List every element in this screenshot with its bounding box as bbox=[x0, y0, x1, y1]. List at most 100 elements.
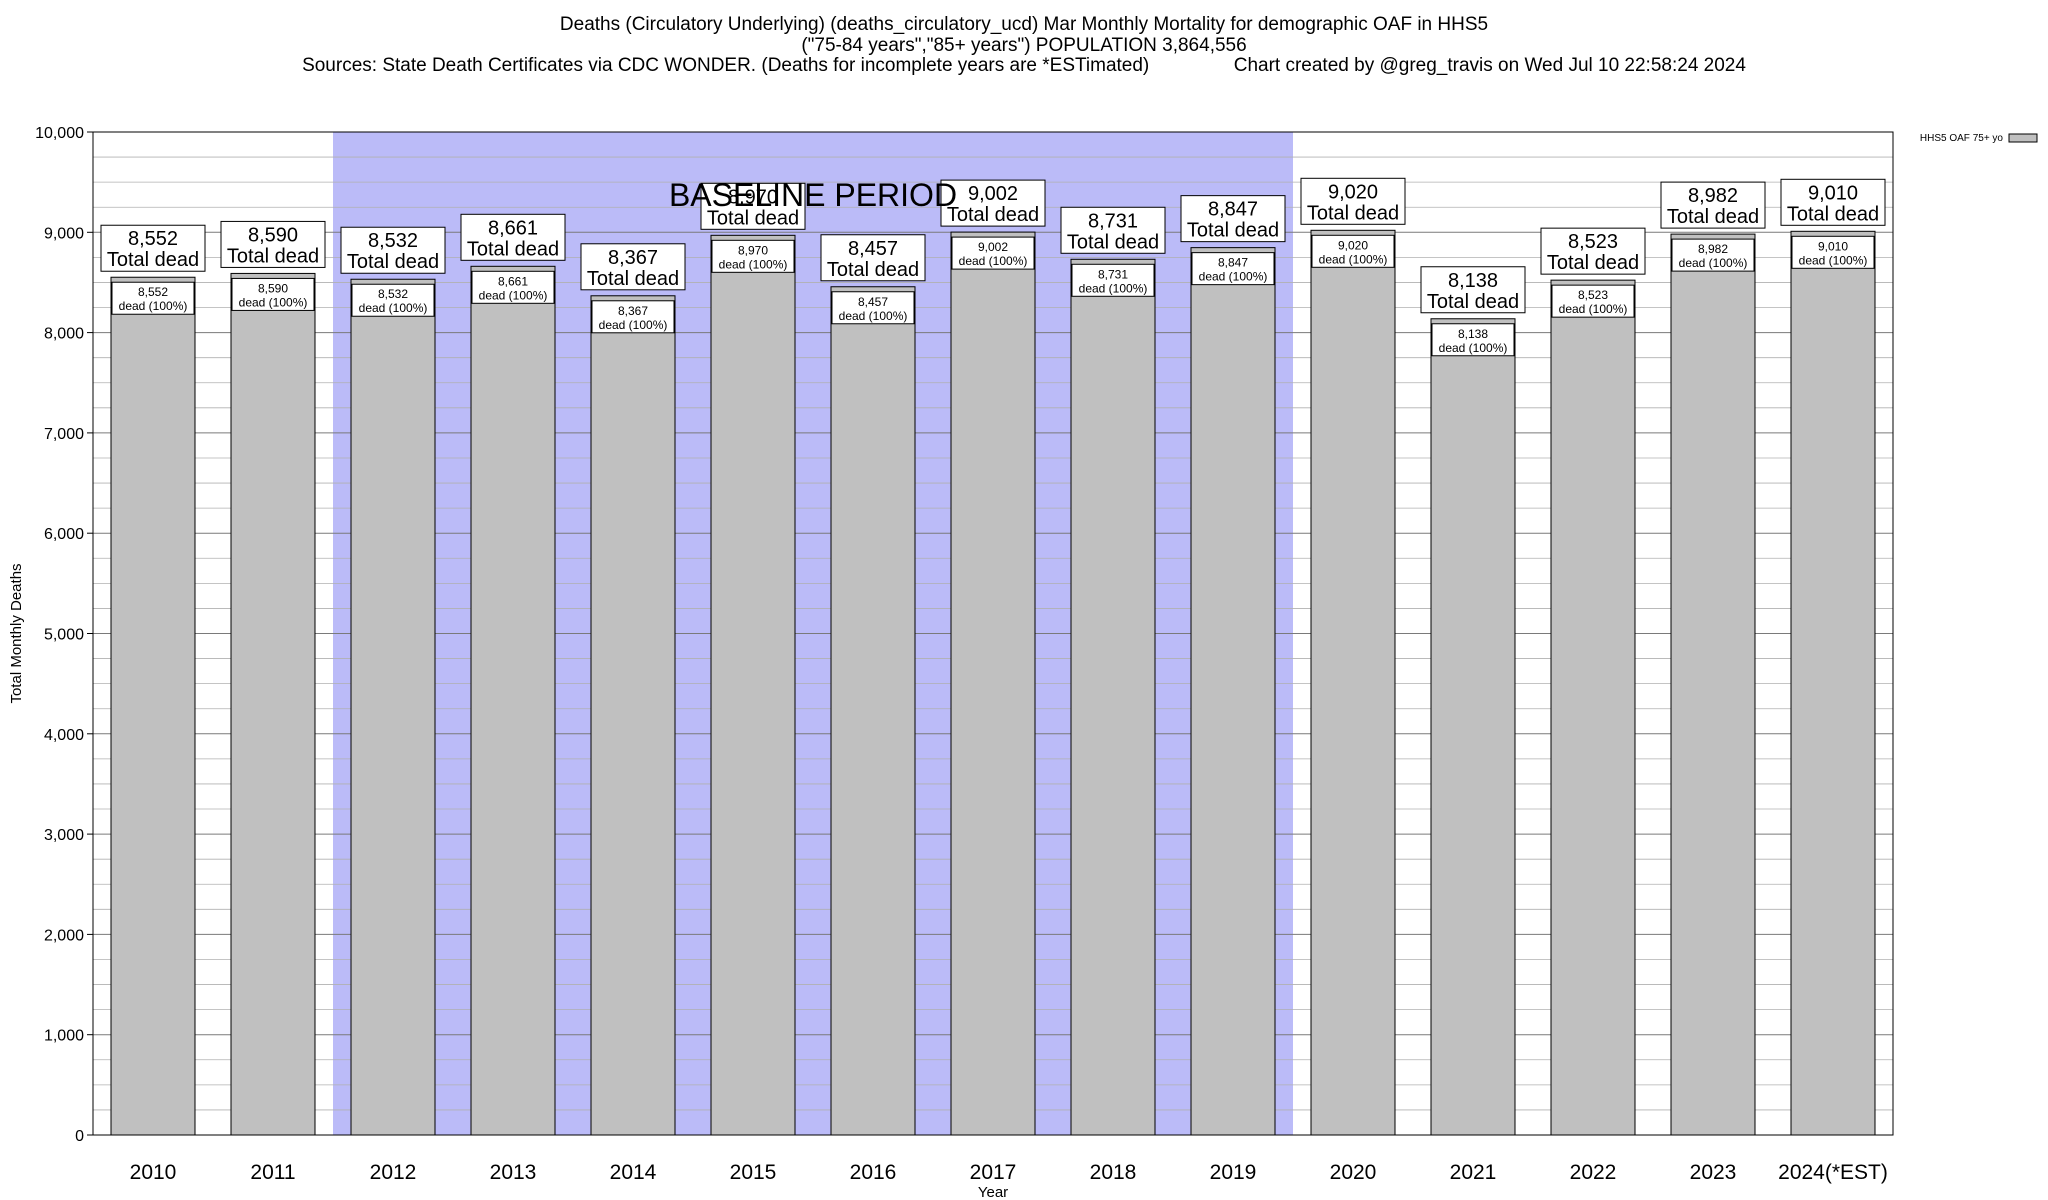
bar-inner-percent: dead (100%) bbox=[239, 295, 308, 309]
bar-inner-value: 9,020 bbox=[1338, 238, 1368, 252]
bar bbox=[1070, 258, 1156, 1136]
bar-total-value: 9,002 bbox=[968, 183, 1018, 205]
bar-total-value: 8,982 bbox=[1688, 185, 1738, 207]
y-tick-label: 8,000 bbox=[44, 326, 84, 343]
bar-inner-value: 8,523 bbox=[1578, 288, 1608, 302]
y-tick-label: 4,000 bbox=[44, 727, 84, 744]
bar-total-label: Total dead bbox=[1547, 252, 1639, 274]
bar-total-label: Total dead bbox=[227, 245, 319, 267]
bar-inner-percent: dead (100%) bbox=[959, 254, 1028, 268]
bar-inner-label-box bbox=[951, 236, 1035, 270]
bar-total-label: Total dead bbox=[1187, 220, 1279, 242]
chart-title: Deaths (Circulatory Underlying) (deaths_… bbox=[559, 14, 1489, 35]
bar-total-label: Total dead bbox=[107, 249, 199, 271]
bar-inner-percent: dead (100%) bbox=[1799, 253, 1868, 267]
bar-inner-label-box bbox=[1431, 323, 1515, 357]
bar-total-value: 8,590 bbox=[248, 224, 298, 246]
bar-inner-value: 8,552 bbox=[138, 285, 168, 299]
bar-inner-value: 8,590 bbox=[258, 281, 288, 295]
bar-inner-percent: dead (100%) bbox=[359, 301, 428, 315]
bar-inner-percent: dead (100%) bbox=[1319, 252, 1388, 266]
y-tick-label: 3,000 bbox=[44, 827, 84, 844]
x-tick-label: 2023 bbox=[1690, 1161, 1737, 1184]
bar-total-value: 8,731 bbox=[1088, 210, 1138, 232]
bar-total-label: Total dead bbox=[347, 251, 439, 273]
bar-total-label-box bbox=[460, 213, 566, 261]
y-tick-label: 7,000 bbox=[44, 426, 84, 443]
bar-inner-label-box bbox=[711, 239, 795, 273]
bar-total-value: 8,457 bbox=[848, 238, 898, 260]
bar bbox=[1190, 247, 1276, 1136]
bar-inner-label-box bbox=[1071, 263, 1155, 297]
x-axis-label: Year bbox=[978, 1184, 1008, 1200]
bar-inner-label-box bbox=[591, 300, 675, 334]
bar-total-value: 8,532 bbox=[368, 230, 418, 252]
bar-total-label-box bbox=[1300, 177, 1406, 225]
bar-inner-value: 8,457 bbox=[858, 295, 888, 309]
bar-inner-value: 8,982 bbox=[1698, 242, 1728, 256]
bar-total-label-box bbox=[1780, 178, 1886, 226]
bar-total-label: Total dead bbox=[827, 259, 919, 281]
bar-inner-percent: dead (100%) bbox=[719, 257, 788, 271]
y-axis-label: Total Monthly Deaths bbox=[8, 563, 25, 703]
legend-swatch bbox=[2008, 133, 2038, 143]
bar-total-label-box bbox=[1540, 227, 1646, 275]
x-tick-label: 2018 bbox=[1090, 1161, 1137, 1184]
bar-inner-value: 8,138 bbox=[1458, 327, 1488, 341]
x-tick-label: 2012 bbox=[370, 1161, 417, 1184]
x-tick-label: 2021 bbox=[1450, 1161, 1497, 1184]
bar-inner-label-box bbox=[111, 281, 195, 315]
bar-inner-label-box bbox=[231, 277, 315, 311]
bar bbox=[1790, 230, 1876, 1136]
bar-inner-label-box bbox=[1311, 234, 1395, 268]
bar-inner-percent: dead (100%) bbox=[599, 318, 668, 332]
bar bbox=[350, 278, 436, 1136]
bar-total-label-box bbox=[1060, 206, 1166, 254]
bar-inner-label-box bbox=[1671, 238, 1755, 272]
baseline-label: BASELINE PERIOD bbox=[669, 177, 957, 213]
bar-inner-label-box bbox=[1551, 284, 1635, 318]
bar-total-value: 8,523 bbox=[1568, 231, 1618, 253]
bar-inner-label-box bbox=[1791, 235, 1875, 269]
bar-inner-value: 8,970 bbox=[738, 243, 768, 257]
bar-total-label-box bbox=[820, 234, 926, 282]
plot-frame bbox=[92, 131, 1894, 1136]
bar-total-label: Total dead bbox=[947, 204, 1039, 226]
bar bbox=[590, 295, 676, 1136]
bar bbox=[230, 272, 316, 1136]
chart-sources-line: Sources: State Death Certificates via CD… bbox=[0, 55, 2048, 76]
bar-inner-value: 9,002 bbox=[978, 240, 1008, 254]
bar bbox=[1310, 229, 1396, 1136]
bar-inner-value: 8,367 bbox=[618, 304, 648, 318]
bar-inner-label-box bbox=[831, 291, 915, 325]
x-tick-label: 2019 bbox=[1210, 1161, 1257, 1184]
bar-total-label: Total dead bbox=[1667, 206, 1759, 228]
bar-inner-percent: dead (100%) bbox=[839, 309, 908, 323]
y-tick-label: 0 bbox=[75, 1128, 84, 1145]
bar-total-value: 9,020 bbox=[1328, 181, 1378, 203]
bar bbox=[1550, 279, 1636, 1136]
bar-total-value: 8,552 bbox=[128, 228, 178, 250]
bar-inner-label-box bbox=[1191, 252, 1275, 286]
bar-inner-percent: dead (100%) bbox=[1559, 302, 1628, 316]
bar-inner-value: 8,661 bbox=[498, 274, 528, 288]
bar-total-value: 8,138 bbox=[1448, 270, 1498, 292]
chart-credit: Chart created by @greg_travis on Wed Jul… bbox=[1233, 55, 1746, 76]
bar bbox=[1670, 233, 1756, 1136]
bar-total-value: 8,970 bbox=[728, 186, 778, 208]
x-tick-label: 2015 bbox=[730, 1161, 777, 1184]
y-tick-label: 5,000 bbox=[44, 627, 84, 644]
bar bbox=[950, 231, 1036, 1136]
bar bbox=[710, 234, 796, 1136]
bar-total-value: 9,010 bbox=[1808, 182, 1858, 204]
bar-total-value: 8,661 bbox=[488, 217, 538, 239]
y-tick-label: 2,000 bbox=[44, 927, 84, 944]
bar-inner-value: 8,731 bbox=[1098, 267, 1128, 281]
bar-total-label-box bbox=[1660, 181, 1766, 229]
bar-total-label-box bbox=[580, 243, 686, 291]
bar-total-label: Total dead bbox=[1787, 203, 1879, 225]
bar bbox=[830, 286, 916, 1136]
bar-total-label-box bbox=[220, 220, 326, 268]
x-tick-label: 2017 bbox=[970, 1161, 1017, 1184]
